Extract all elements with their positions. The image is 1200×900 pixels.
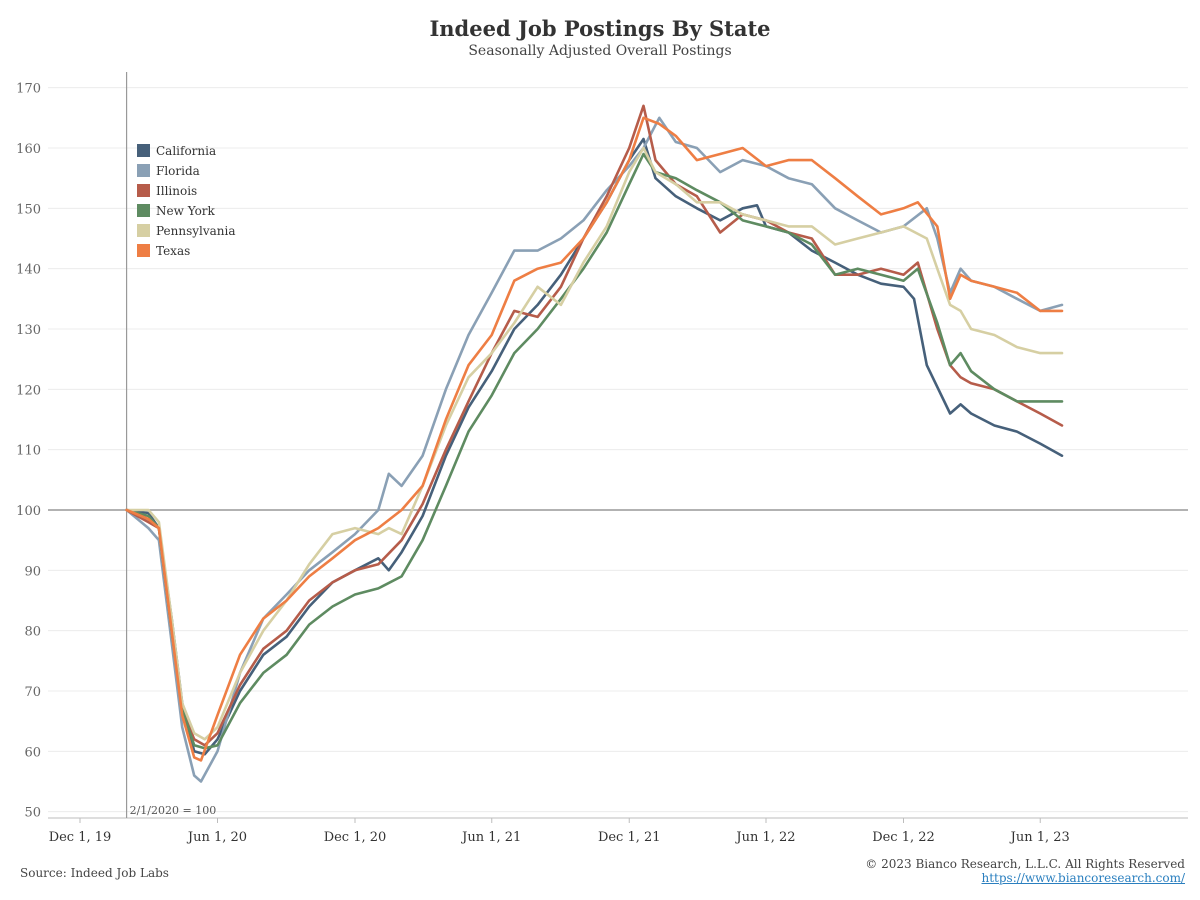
website-link[interactable]: https://www.biancoresearch.com/: [981, 871, 1185, 885]
legend-label: Florida: [156, 164, 200, 178]
legend-swatch: [137, 164, 150, 177]
series-lines: [125, 104, 1064, 783]
series-line-pennsylvania: [125, 146, 1064, 741]
x-tick-label: Dec 1, 19: [49, 830, 112, 845]
y-tick-label: 70: [24, 685, 41, 700]
x-tick-label: Dec 1, 21: [598, 830, 661, 845]
chart-subtitle: Seasonally Adjusted Overall Postings: [468, 43, 732, 59]
legend-item-illinois: Illinois: [137, 184, 197, 198]
x-tick-label: Jun 1, 21: [460, 830, 521, 845]
reference-lines: [48, 72, 1188, 818]
chart-title: Indeed Job Postings By State: [429, 16, 771, 41]
legend-item-california: California: [137, 144, 216, 158]
y-tick-label: 80: [24, 625, 41, 640]
y-tick-label: 60: [24, 745, 41, 760]
series-line-california: [125, 137, 1064, 756]
legend-item-pennsylvania: Pennsylvania: [137, 224, 236, 238]
legend-item-texas: Texas: [137, 244, 190, 258]
y-tick-label: 170: [16, 82, 41, 97]
y-tick-label: 150: [16, 202, 41, 217]
legend-swatch: [137, 144, 150, 157]
series-line-texas: [125, 116, 1064, 762]
y-tick-label: 160: [16, 142, 41, 157]
y-tick-label: 50: [24, 806, 41, 821]
series-line-illinois: [125, 104, 1064, 747]
legend-item-florida: Florida: [137, 164, 200, 178]
y-tick-label: 110: [16, 444, 41, 459]
copyright-note: © 2023 Bianco Research, L.L.C. All Right…: [865, 857, 1185, 871]
legend-swatch: [137, 184, 150, 197]
y-tick-label: 140: [16, 263, 41, 278]
y-tick-label: 100: [16, 504, 41, 519]
legend-label: Illinois: [156, 184, 197, 198]
x-tick-label: Jun 1, 23: [1009, 830, 1070, 845]
legend-swatch: [137, 224, 150, 237]
legend-label: New York: [156, 204, 216, 218]
legend-label: Pennsylvania: [156, 224, 236, 238]
x-tick-label: Jun 1, 20: [186, 830, 247, 845]
x-tick-label: Jun 1, 22: [734, 830, 795, 845]
legend-swatch: [137, 244, 150, 257]
legend-label: Texas: [156, 244, 190, 258]
legend: California Florida Illinois New York Pennsyl…: [137, 144, 236, 258]
source-note: Source: Indeed Job Labs: [20, 866, 169, 880]
series-line-new-york: [125, 152, 1064, 750]
baseline-annotation: 2/1/2020 = 100: [130, 804, 217, 817]
y-tick-label: 130: [16, 323, 41, 338]
y-tick-label: 90: [24, 564, 41, 579]
x-tick-label: Dec 1, 20: [324, 830, 387, 845]
legend-item-new-york: New York: [137, 204, 216, 218]
legend-label: California: [156, 144, 216, 158]
legend-swatch: [137, 204, 150, 217]
axes: 50 60 70 80 90 100 110 120 130 140 150 160 170 Dec 1,…: [16, 82, 1188, 845]
y-tick-label: 120: [16, 383, 41, 398]
x-tick-label: Dec 1, 22: [872, 830, 935, 845]
